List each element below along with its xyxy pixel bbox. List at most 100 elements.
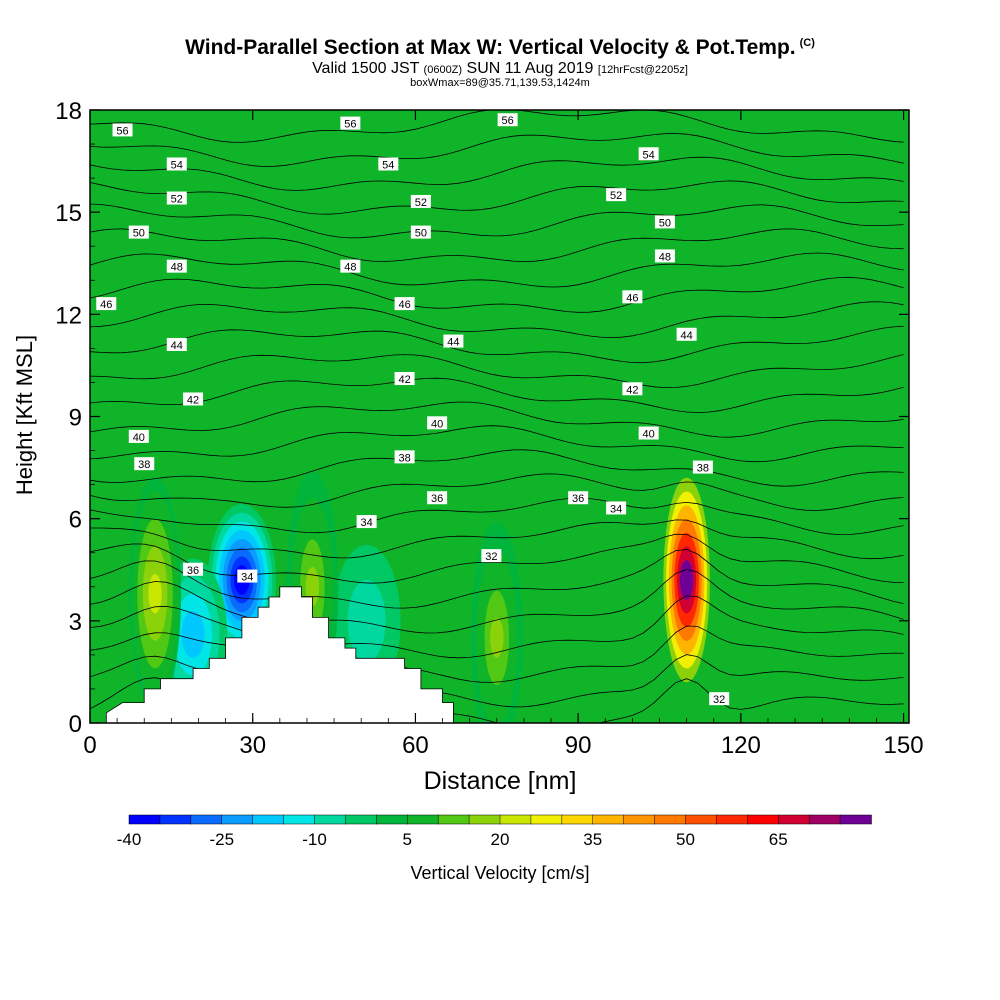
colorbar-tick-label: -40 bbox=[117, 830, 142, 849]
plot-clip: 56 56 56 54 54 54 52 52 52 50 50 50 48 48 48 46 46 46 44 44… bbox=[90, 110, 909, 723]
isentrope-label-bg bbox=[166, 157, 187, 171]
isentrope-label-bg bbox=[237, 569, 258, 583]
isentrope-label-bg bbox=[709, 692, 730, 706]
isentrope-label-bg bbox=[568, 491, 589, 505]
isentrope-label: 54 bbox=[382, 159, 394, 171]
chart-title: Wind-Parallel Section at Max W: Vertical… bbox=[0, 36, 1000, 60]
isentrope-line bbox=[90, 203, 904, 239]
isentrope-line bbox=[90, 301, 904, 339]
isentrope-label-bg bbox=[606, 188, 627, 202]
isentrope-label-bg bbox=[443, 334, 464, 348]
valid-utc: (0600Z) bbox=[423, 64, 463, 76]
isentrope-label: 44 bbox=[447, 337, 459, 349]
box-wmax-info: boxWmax=89@35.71,139.53,1424m bbox=[410, 77, 590, 89]
isentrope-label-bg bbox=[481, 549, 502, 563]
y-axis-title: Height [Kft MSL] bbox=[12, 334, 37, 496]
isentrope-label-bg bbox=[166, 259, 187, 273]
x-tick-label: 60 bbox=[402, 732, 429, 759]
isentrope-label-bg bbox=[654, 215, 675, 229]
valid-time: Valid 1500 JST bbox=[312, 60, 420, 77]
isentrope-label: 38 bbox=[398, 452, 410, 464]
chart-title-text: Wind-Parallel Section at Max W: Vertical… bbox=[185, 36, 796, 59]
y-tick-label: 12 bbox=[55, 302, 82, 329]
colorbar-swatch bbox=[685, 814, 718, 825]
isentrope-line bbox=[90, 180, 904, 215]
isentrope-label-bg bbox=[638, 147, 659, 161]
isentrope-line bbox=[90, 325, 904, 364]
updraft-contour bbox=[490, 618, 504, 658]
x-tick-label: 90 bbox=[565, 732, 592, 759]
isentrope-label-bg bbox=[166, 337, 187, 351]
isentrope-label-bg bbox=[128, 429, 149, 443]
colorbar-swatch bbox=[747, 814, 780, 825]
isentrope-label-bg bbox=[427, 416, 448, 430]
isentrope-label: 34 bbox=[610, 503, 622, 515]
isentrope-label: 48 bbox=[659, 251, 671, 263]
colorbar-swatch bbox=[407, 814, 439, 825]
isentrope-label: 50 bbox=[415, 228, 427, 240]
colorbar-swatch bbox=[468, 814, 501, 825]
isentrope-label: 36 bbox=[572, 493, 584, 505]
isentrope-line bbox=[90, 595, 904, 659]
isentrope-line bbox=[90, 377, 904, 413]
isentrope-label-bg bbox=[427, 491, 448, 505]
isentrope-labels: 56 56 56 54 54 54 52 52 52 50 50 50 48 48 48 46 46 46 44 44… bbox=[96, 113, 730, 706]
y-tick-label: 9 bbox=[69, 405, 82, 432]
isentrope-label-bg bbox=[410, 194, 431, 208]
colorbar-swatch bbox=[314, 814, 347, 825]
isentrope-label-bg bbox=[497, 113, 518, 127]
x-tick-label: 0 bbox=[83, 732, 96, 759]
isentrope-label-bg bbox=[622, 382, 643, 396]
downdraft-contour bbox=[185, 619, 201, 650]
isentrope-line bbox=[90, 549, 904, 609]
colorbar-swatch bbox=[159, 814, 192, 825]
colorbar-tick-label: 5 bbox=[403, 830, 412, 849]
isentrope-label-bg bbox=[166, 191, 187, 205]
y-tick-label: 0 bbox=[69, 711, 82, 738]
isentrope-label: 40 bbox=[133, 432, 145, 444]
isentrope-line bbox=[90, 133, 904, 167]
isentrope-line bbox=[90, 401, 904, 438]
colorbar-swatch bbox=[778, 814, 810, 825]
isentrope-label-bg bbox=[394, 372, 415, 386]
x-tick-label: 150 bbox=[884, 732, 924, 759]
isentrope-label-bg bbox=[96, 297, 117, 311]
colorbar-swatch bbox=[376, 814, 408, 825]
updraft-contour bbox=[148, 573, 162, 614]
forecast-info: [12hrFcst@2205z] bbox=[597, 64, 688, 76]
y-tick-label: 15 bbox=[55, 200, 82, 227]
y-tick-label: 18 bbox=[55, 98, 82, 125]
colorbar-swatch bbox=[190, 814, 223, 825]
colorbar-swatch bbox=[345, 814, 378, 825]
x-axis-title: Distance [nm] bbox=[423, 767, 577, 795]
colorbar-swatch bbox=[716, 814, 749, 825]
colorbar-swatch bbox=[623, 814, 656, 825]
isentrope-label: 32 bbox=[485, 551, 497, 563]
isentrope-label: 38 bbox=[138, 459, 150, 471]
isentrope-label: 56 bbox=[502, 115, 514, 127]
isentrope-label: 36 bbox=[187, 565, 199, 577]
isentrope-line bbox=[90, 568, 904, 634]
isentrope-label: 54 bbox=[171, 159, 183, 171]
colorbar-swatch bbox=[561, 814, 594, 825]
colorbar-swatch bbox=[221, 814, 254, 825]
isentrope-label-bg bbox=[340, 259, 361, 273]
isentrope-label: 34 bbox=[241, 572, 253, 584]
isentrope-label: 52 bbox=[415, 197, 427, 209]
isentrope-label-bg bbox=[654, 249, 675, 263]
colorbar-tick-label: 20 bbox=[491, 830, 510, 849]
isentrope-label-bg bbox=[692, 460, 713, 474]
colorbar-tick-label: 65 bbox=[769, 830, 788, 849]
colorbar-swatches: -40 -25 -10 5 20 35 50 65 bbox=[117, 814, 872, 849]
isentrope-label-bg bbox=[638, 426, 659, 440]
isentrope-label: 32 bbox=[713, 694, 725, 706]
isentrope-line bbox=[90, 533, 904, 584]
downdraft-contour bbox=[358, 606, 375, 636]
isentrope-label-bg bbox=[606, 501, 627, 515]
isentrope-label: 44 bbox=[680, 330, 692, 342]
isentrope-label: 46 bbox=[100, 299, 112, 311]
copyright-mark: (C) bbox=[799, 37, 815, 49]
colorbar-swatch bbox=[252, 814, 285, 825]
